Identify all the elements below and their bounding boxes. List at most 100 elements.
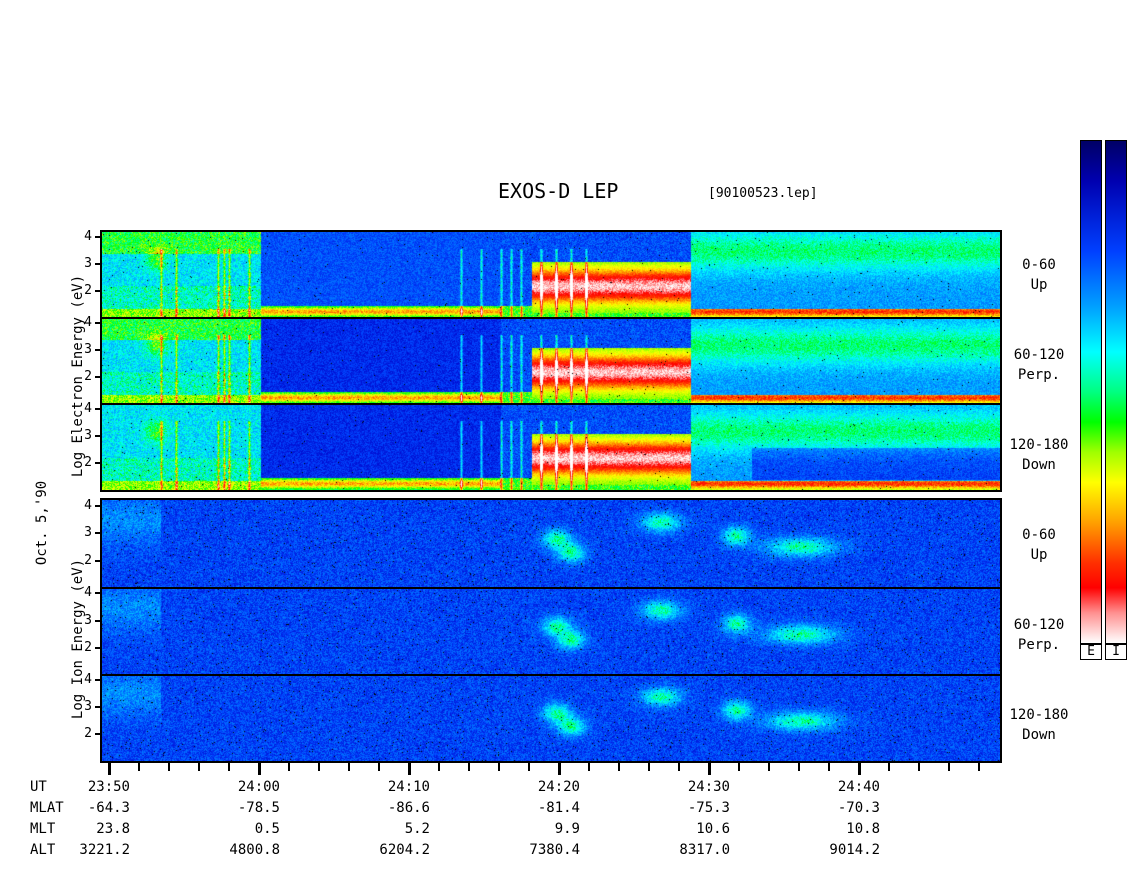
panel-label-0: 0-60 Up [1004,255,1074,295]
x-tick [558,763,561,775]
y-tick-label: 3 [84,525,92,540]
y-tick-label: 3 [84,612,92,628]
y-tick-label: 3 [84,342,92,358]
x-tick [888,763,890,771]
ephemeris-value: 24:30 [687,779,730,795]
x-tick [738,763,740,771]
y-tick-label: 2 [84,552,92,568]
ephemeris-value: 23:50 [87,779,130,795]
x-tick [318,763,320,771]
ion-divider-1 [100,587,1002,589]
pitch-range: 0-60 [1022,257,1056,273]
x-tick [408,763,411,775]
pitch-direction: Down [1022,457,1056,473]
x-tick [168,763,170,771]
ephemeris-value: -81.4 [537,800,580,816]
x-tick [768,763,770,771]
y-tick [95,263,101,266]
y-tick-label: 4 [84,229,92,245]
chart-title: EXOS-D LEP [498,179,619,203]
ephemeris-value: 9.9 [554,821,580,837]
ephemeris-value: 24:40 [837,779,880,795]
ephemeris-row-label: ALT [30,842,56,858]
x-tick [468,763,470,771]
x-tick [198,763,200,771]
ephemeris-row-label: MLAT [30,800,64,816]
pitch-range: 60-120 [1013,347,1065,363]
pitch-range: 0-60 [1022,527,1056,543]
y-tick-label: 2 [84,455,92,471]
y-tick [95,504,101,507]
y-tick [95,408,101,411]
x-tick [708,763,711,775]
panel-label-5: 120-180 Down [1004,705,1074,745]
x-tick [258,763,261,775]
ion-down-spectrogram [101,675,1000,761]
ephemeris-value: -75.3 [687,800,730,816]
pitch-direction: Down [1022,727,1056,743]
y-tick-label: 4 [84,497,92,513]
y-tick [95,322,101,325]
x-tick [678,763,680,771]
ephemeris-value: 0.5 [254,821,280,837]
date-label: Oct. 5,'90 [34,480,50,566]
y-tick [95,349,101,352]
y-tick [95,646,101,649]
ephemeris-value: -86.6 [387,800,430,816]
x-tick [978,763,980,771]
pitch-range: 120-180 [1009,437,1069,453]
ephemeris-value: 6204.2 [379,842,430,858]
y-tick [95,619,101,622]
ephemeris-row-label: MLT [30,821,56,837]
panel-label-2: 120-180 Down [1004,435,1074,475]
y-tick [95,679,101,682]
ephemeris-value: -70.3 [837,800,880,816]
file-name: [90100523.lep] [708,186,818,201]
panel-label-1: 60-120 Perp. [1004,345,1074,385]
ephemeris-row-label: UT [30,779,47,795]
y-tick [95,376,101,379]
x-tick [498,763,500,771]
y-tick-label: 3 [84,699,92,715]
y-tick [95,532,101,534]
ephemeris-value: -78.5 [237,800,280,816]
ephemeris-value: 8317.0 [679,842,730,858]
y-tick [95,435,101,438]
ion-frame [100,498,1002,763]
ion-up-spectrogram [101,500,1000,588]
ion-colorbar [1105,140,1127,644]
y-tick [95,462,101,465]
x-tick [528,763,530,771]
x-tick [648,763,650,771]
x-tick [798,763,800,771]
electron-colorbar [1080,140,1102,644]
ephemeris-value: 4800.8 [229,842,280,858]
y-tick [95,236,101,239]
y-tick-label: 2 [84,639,92,655]
ion-perp-spectrogram [101,588,1000,675]
pitch-direction: Up [1030,547,1048,563]
electron-divider-1 [100,317,1002,319]
ephemeris-value: 10.8 [846,821,880,837]
x-tick [438,763,440,771]
pitch-range: 60-120 [1013,617,1065,633]
y-tick-label: 2 [84,726,92,742]
panel-label-4: 60-120 Perp. [1004,615,1074,655]
pitch-direction: Up [1030,277,1048,293]
x-tick [288,763,290,771]
pitch-direction: Perp. [1017,367,1061,383]
y-tick [95,290,101,293]
x-tick [228,763,230,771]
y-tick-label: 3 [84,428,92,444]
electron-down-spectrogram [101,404,1000,490]
x-tick [918,763,920,771]
pitch-range: 120-180 [1009,707,1069,723]
y-tick-label: 2 [84,283,92,299]
ephemeris-value: 10.6 [696,821,730,837]
y-tick-label: 4 [84,585,92,601]
y-tick [95,592,101,595]
y-tick [95,733,101,736]
y-tick-label: 4 [84,315,92,331]
ephemeris-value: 7380.4 [529,842,580,858]
electron-divider-2 [100,403,1002,405]
